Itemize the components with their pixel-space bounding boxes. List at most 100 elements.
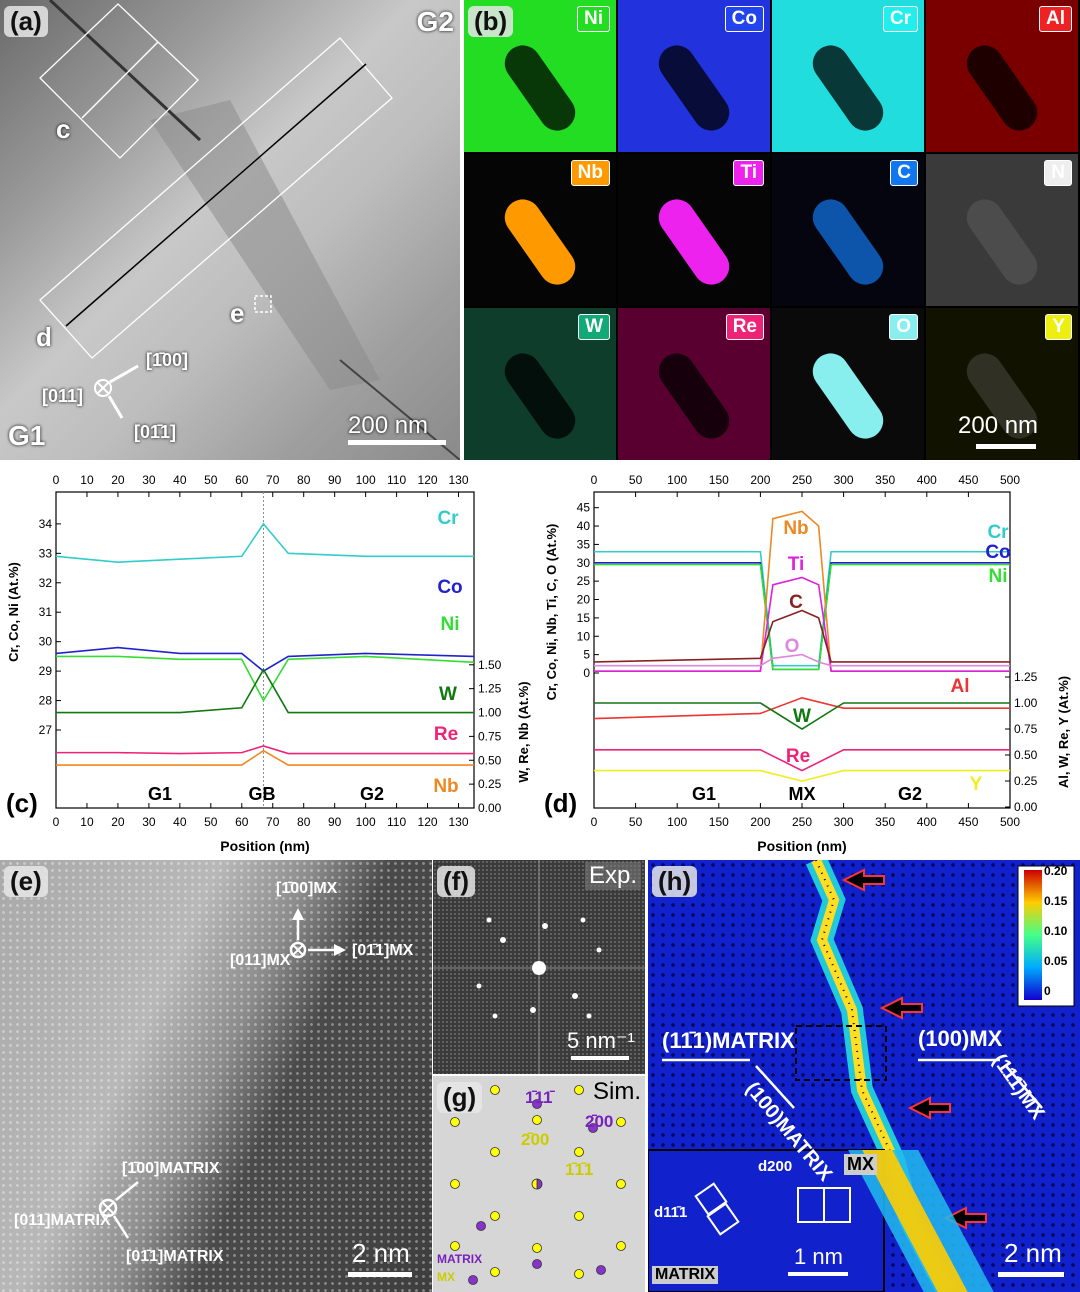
x-tick-label: 100 — [356, 815, 376, 829]
region-label-g2: G2 — [898, 784, 922, 804]
region-label-g2: G2 — [360, 784, 384, 804]
series-label-re: Re — [434, 724, 458, 745]
panel-f-scalebar-label: 5 nm⁻¹ — [567, 1028, 635, 1053]
panel-h-label: (h) — [652, 866, 698, 897]
box-d-label: d — [36, 322, 52, 352]
series-line-cr — [594, 550, 1010, 667]
eds-map-key-re: Re — [725, 314, 764, 340]
x-tick-label: 90 — [328, 815, 342, 829]
x-tick-label-top: 130 — [449, 473, 469, 487]
series-label-re: Re — [786, 746, 810, 767]
y-tick-label-left: 28 — [39, 694, 53, 708]
x-tick-label: 30 — [142, 815, 156, 829]
panel-d-line-profile: 0 0 50 50 100 100 150 150 200 200 250 250 300 300 350 3… — [540, 462, 1080, 858]
series-label-cr: Cr — [987, 522, 1009, 543]
series-label-o: O — [785, 636, 800, 657]
precipitate-shape — [805, 346, 891, 446]
x-tick-label-top: 50 — [204, 473, 218, 487]
y-axis-label-left: Cr, Co, Ni (At.%) — [6, 562, 21, 662]
series-line-y — [594, 769, 1010, 782]
x-tick-label: 0 — [591, 815, 598, 829]
series-label-w: W — [439, 684, 457, 705]
x-tick-label-top: 120 — [418, 473, 438, 487]
region-label-mx: MX — [789, 784, 816, 804]
y-tick-label-right: 0.75 — [478, 729, 502, 743]
panel-e-overlay — [98, 908, 412, 1277]
region-label-gb: GB — [249, 784, 276, 804]
x-tick-label-top: 110 — [387, 473, 406, 487]
eds-map-key-y: Y — [1045, 314, 1072, 340]
region-label-g1: G1 — [692, 784, 716, 804]
series-line-ni — [594, 563, 1010, 671]
lattice-texture — [0, 860, 432, 1292]
eds-map-key-c: C — [890, 160, 918, 186]
series-line-co — [594, 561, 1010, 671]
precipitate-shape — [651, 192, 737, 292]
eds-map-y: Y — [926, 308, 1078, 460]
panel-c-line-profile: 0 0 10 10 20 20 30 30 40 40 50 50 60 60 70 70 80 80 90 90 10… — [0, 462, 540, 858]
y-tick-label-left: 10 — [577, 629, 591, 643]
panel-b-eds-maps: Ni Co Cr Al Nb Ti C N W Re O Y (b) 200 nm — [464, 0, 1080, 460]
colorbar-tick-4: 0.05 — [1044, 954, 1068, 968]
y-tick-label-left: 33 — [39, 546, 53, 560]
box-e-label: e — [230, 298, 245, 328]
x-tick-label-top: 150 — [709, 473, 729, 487]
eds-map-key-w: W — [578, 314, 610, 340]
inset-d111-label: d11̄1 — [654, 1204, 688, 1221]
panel-g-simulated-pattern: (g) Sim. 1̄11̄ 2̄00 2̄00 1̄1̄1 MATRIX MX — [433, 1076, 645, 1292]
y-tick-label-left: 32 — [39, 576, 53, 590]
plane-matrix-label: (11̄1)MATRIX — [662, 1028, 795, 1053]
y-tick-label-left: 27 — [39, 723, 53, 737]
y-tick-label-right: 0.75 — [1014, 722, 1038, 736]
grain-g1-label: G1 — [8, 420, 46, 451]
eds-map-re: Re — [618, 308, 770, 460]
inset-scalebar-label: 1 nm — [794, 1244, 843, 1269]
matrix-center-direction: [011]MATRIX — [14, 1212, 111, 1229]
inset-matrix-label: MATRIX — [652, 1266, 719, 1284]
x-tick-label: 0 — [53, 815, 60, 829]
series-line-co — [55, 646, 475, 673]
panel-f-fft: (f) Exp. 5 nm⁻¹ — [433, 860, 645, 1074]
y-tick-label-left: 34 — [39, 517, 53, 531]
x-tick-label: 400 — [917, 815, 937, 829]
x-tick-label-top: 40 — [173, 473, 187, 487]
panel-a-label: (a) — [4, 6, 48, 37]
inset-mx-label: MX — [844, 1154, 877, 1175]
panel-g-label: (g) — [437, 1082, 483, 1113]
series-label-c: C — [789, 592, 803, 613]
eds-map-key-al: Al — [1039, 6, 1072, 32]
eds-map-n: N — [926, 154, 1078, 306]
spot-label-4: 1̄1̄1 — [565, 1160, 594, 1179]
panel-e-hrstem-image: (e) [1̄00]MX [011]MX [01̄1]MX [1̄00]MATR… — [0, 860, 432, 1292]
precipitate-shape — [651, 346, 737, 446]
x-tick-label: 150 — [709, 815, 729, 829]
panel-h-overlay — [648, 860, 1075, 1292]
eds-map-c: C — [772, 154, 924, 306]
y-tick-label-left: 0 — [583, 666, 590, 680]
series-line-ni — [56, 655, 475, 703]
precipitate-shape — [959, 192, 1045, 292]
direction-center-label: [011] — [42, 386, 84, 406]
y-tick-label-right: 1.25 — [478, 682, 502, 696]
y-tick-label-left: 29 — [39, 664, 53, 678]
panel-a-overlay — [39, 0, 460, 460]
series-label-ni: Ni — [441, 614, 460, 635]
eds-map-co: Co — [618, 0, 770, 152]
colorbar-labels: 0.20 0.15 0.10 0.05 0 — [1044, 864, 1074, 1000]
panel-a-scalebar-label: 200 nm — [348, 412, 429, 439]
panel-h-scalebar-label: 2 nm — [1004, 1238, 1062, 1268]
y-tick-label-right: 0.25 — [1014, 774, 1038, 788]
x-tick-label: 300 — [834, 815, 854, 829]
x-tick-label-top: 10 — [80, 473, 94, 487]
direction-top-label: [1̄00] — [146, 350, 189, 370]
eds-map-key-ni: Ni — [577, 6, 610, 32]
series-label-nb: Nb — [783, 518, 808, 539]
y-tick-label-left: 40 — [577, 519, 591, 533]
series-label-al: Al — [951, 676, 970, 697]
region-label-g1: G1 — [148, 784, 172, 804]
x-tick-label: 130 — [449, 815, 469, 829]
colorbar-tick-2: 0.15 — [1044, 894, 1068, 908]
eds-map-al: Al — [926, 0, 1078, 152]
y-tick-label-left: 5 — [583, 648, 590, 662]
x-tick-label: 60 — [235, 815, 249, 829]
